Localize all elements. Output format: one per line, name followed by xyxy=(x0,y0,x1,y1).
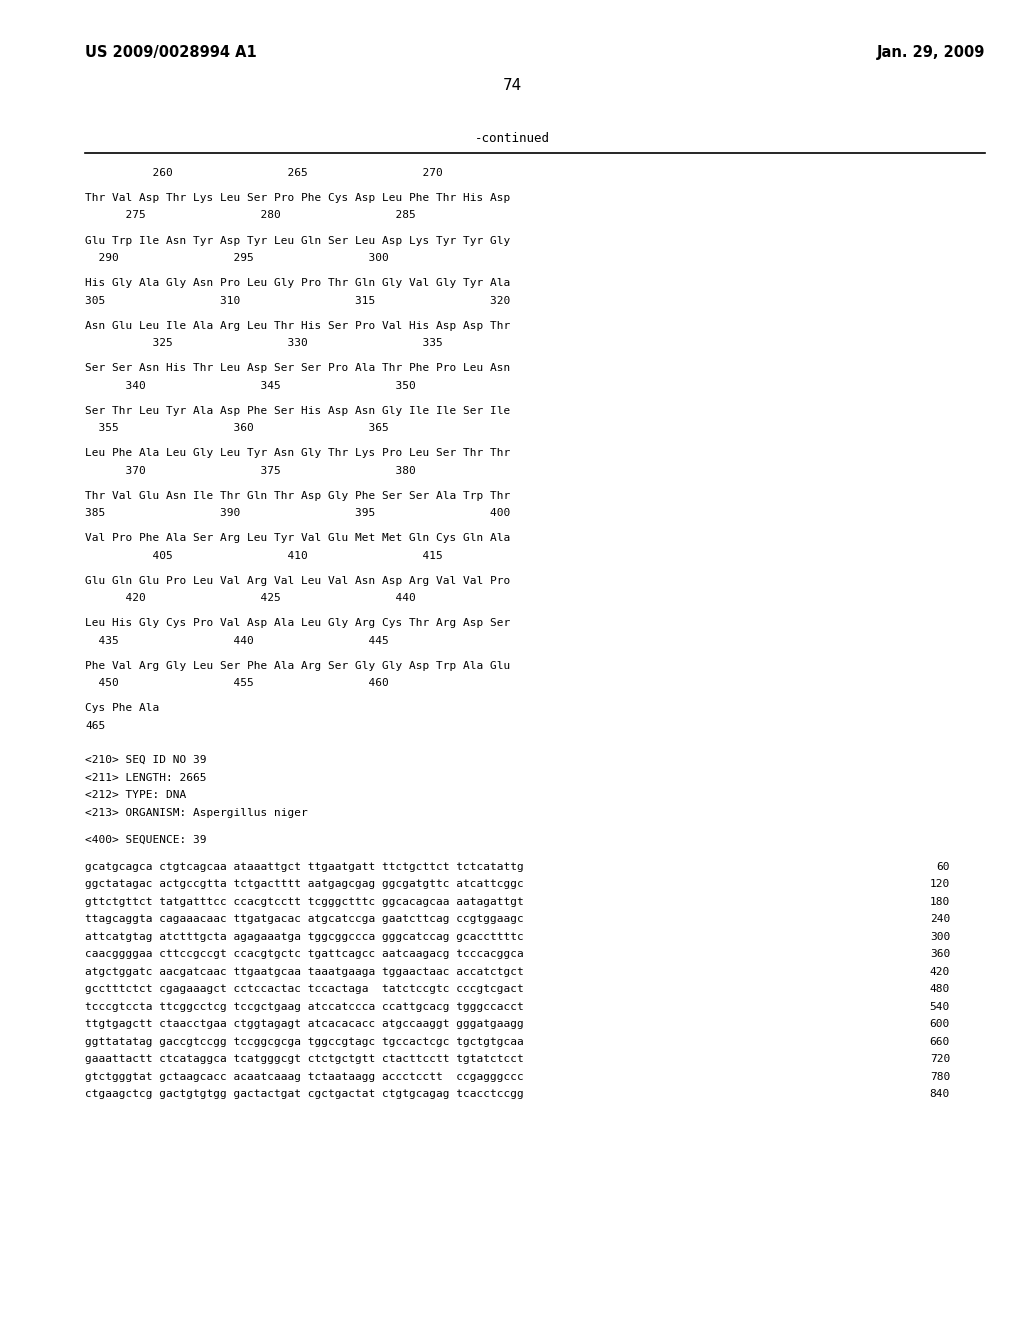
Text: 240: 240 xyxy=(930,913,950,924)
Text: Leu Phe Ala Leu Gly Leu Tyr Asn Gly Thr Lys Pro Leu Ser Thr Thr: Leu Phe Ala Leu Gly Leu Tyr Asn Gly Thr … xyxy=(85,447,510,458)
Text: 480: 480 xyxy=(930,983,950,994)
Text: Jan. 29, 2009: Jan. 29, 2009 xyxy=(877,45,985,59)
Text: gcctttctct cgagaaagct cctccactac tccactaga  tatctccgtc cccgtcgact: gcctttctct cgagaaagct cctccactac tccacta… xyxy=(85,983,523,994)
Text: ggctatagac actgccgtta tctgactttt aatgagcgag ggcgatgttc atcattcggc: ggctatagac actgccgtta tctgactttt aatgagc… xyxy=(85,879,523,888)
Text: 840: 840 xyxy=(930,1089,950,1100)
Text: 260                 265                 270: 260 265 270 xyxy=(85,168,442,178)
Text: 405                 410                 415: 405 410 415 xyxy=(85,550,442,561)
Text: caacggggaa cttccgccgt ccacgtgctc tgattcagcc aatcaagacg tcccacggca: caacggggaa cttccgccgt ccacgtgctc tgattca… xyxy=(85,949,523,960)
Text: 450                 455                 460: 450 455 460 xyxy=(85,678,389,688)
Text: 385                 390                 395                 400: 385 390 395 400 xyxy=(85,508,510,517)
Text: Glu Trp Ile Asn Tyr Asp Tyr Leu Gln Ser Leu Asp Lys Tyr Tyr Gly: Glu Trp Ile Asn Tyr Asp Tyr Leu Gln Ser … xyxy=(85,235,510,246)
Text: 355                 360                 365: 355 360 365 xyxy=(85,422,389,433)
Text: 60: 60 xyxy=(937,862,950,871)
Text: gtctgggtat gctaagcacc acaatcaaag tctaataagg accctcctt  ccgagggccc: gtctgggtat gctaagcacc acaatcaaag tctaata… xyxy=(85,1072,523,1081)
Text: Ser Thr Leu Tyr Ala Asp Phe Ser His Asp Asn Gly Ile Ile Ser Ile: Ser Thr Leu Tyr Ala Asp Phe Ser His Asp … xyxy=(85,405,510,416)
Text: 290                 295                 300: 290 295 300 xyxy=(85,253,389,263)
Text: Val Pro Phe Ala Ser Arg Leu Tyr Val Glu Met Met Gln Cys Gln Ala: Val Pro Phe Ala Ser Arg Leu Tyr Val Glu … xyxy=(85,533,510,543)
Text: 660: 660 xyxy=(930,1036,950,1047)
Text: <400> SEQUENCE: 39: <400> SEQUENCE: 39 xyxy=(85,834,207,845)
Text: gttctgttct tatgatttcc ccacgtcctt tcgggctttc ggcacagcaa aatagattgt: gttctgttct tatgatttcc ccacgtcctt tcgggct… xyxy=(85,896,523,907)
Text: Thr Val Asp Thr Lys Leu Ser Pro Phe Cys Asp Leu Phe Thr His Asp: Thr Val Asp Thr Lys Leu Ser Pro Phe Cys … xyxy=(85,193,510,203)
Text: 420: 420 xyxy=(930,966,950,977)
Text: 275                 280                 285: 275 280 285 xyxy=(85,210,416,220)
Text: <212> TYPE: DNA: <212> TYPE: DNA xyxy=(85,789,186,800)
Text: 305                 310                 315                 320: 305 310 315 320 xyxy=(85,296,510,305)
Text: ggttatatag gaccgtccgg tccggcgcga tggccgtagc tgccactcgc tgctgtgcaa: ggttatatag gaccgtccgg tccggcgcga tggccgt… xyxy=(85,1036,523,1047)
Text: US 2009/0028994 A1: US 2009/0028994 A1 xyxy=(85,45,257,59)
Text: gaaattactt ctcataggca tcatgggcgt ctctgctgtt ctacttcctt tgtatctcct: gaaattactt ctcataggca tcatgggcgt ctctgct… xyxy=(85,1053,523,1064)
Text: ttgtgagctt ctaacctgaa ctggtagagt atcacacacc atgccaaggt gggatgaagg: ttgtgagctt ctaacctgaa ctggtagagt atcacac… xyxy=(85,1019,523,1030)
Text: 720: 720 xyxy=(930,1053,950,1064)
Text: Phe Val Arg Gly Leu Ser Phe Ala Arg Ser Gly Gly Asp Trp Ala Glu: Phe Val Arg Gly Leu Ser Phe Ala Arg Ser … xyxy=(85,660,510,671)
Text: 360: 360 xyxy=(930,949,950,960)
Text: tcccgtccta ttcggcctcg tccgctgaag atccatccca ccattgcacg tgggccacct: tcccgtccta ttcggcctcg tccgctgaag atccatc… xyxy=(85,1002,523,1011)
Text: 435                 440                 445: 435 440 445 xyxy=(85,635,389,645)
Text: Thr Val Glu Asn Ile Thr Gln Thr Asp Gly Phe Ser Ser Ala Trp Thr: Thr Val Glu Asn Ile Thr Gln Thr Asp Gly … xyxy=(85,491,510,500)
Text: ctgaagctcg gactgtgtgg gactactgat cgctgactat ctgtgcagag tcacctccgg: ctgaagctcg gactgtgtgg gactactgat cgctgac… xyxy=(85,1089,523,1100)
Text: 370                 375                 380: 370 375 380 xyxy=(85,466,416,475)
Text: 465: 465 xyxy=(85,721,105,730)
Text: <211> LENGTH: 2665: <211> LENGTH: 2665 xyxy=(85,772,207,783)
Text: Cys Phe Ala: Cys Phe Ala xyxy=(85,704,160,713)
Text: gcatgcagca ctgtcagcaa ataaattgct ttgaatgatt ttctgcttct tctcatattg: gcatgcagca ctgtcagcaa ataaattgct ttgaatg… xyxy=(85,862,523,871)
Text: <213> ORGANISM: Aspergillus niger: <213> ORGANISM: Aspergillus niger xyxy=(85,808,308,817)
Text: 780: 780 xyxy=(930,1072,950,1081)
Text: 180: 180 xyxy=(930,896,950,907)
Text: 600: 600 xyxy=(930,1019,950,1030)
Text: 300: 300 xyxy=(930,932,950,941)
Text: His Gly Ala Gly Asn Pro Leu Gly Pro Thr Gln Gly Val Gly Tyr Ala: His Gly Ala Gly Asn Pro Leu Gly Pro Thr … xyxy=(85,279,510,288)
Text: Asn Glu Leu Ile Ala Arg Leu Thr His Ser Pro Val His Asp Asp Thr: Asn Glu Leu Ile Ala Arg Leu Thr His Ser … xyxy=(85,321,510,330)
Text: attcatgtag atctttgcta agagaaatga tggcggccca gggcatccag gcaccttttc: attcatgtag atctttgcta agagaaatga tggcggc… xyxy=(85,932,523,941)
Text: Glu Gln Glu Pro Leu Val Arg Val Leu Val Asn Asp Arg Val Val Pro: Glu Gln Glu Pro Leu Val Arg Val Leu Val … xyxy=(85,576,510,586)
Text: -continued: -continued xyxy=(474,132,550,145)
Text: Leu His Gly Cys Pro Val Asp Ala Leu Gly Arg Cys Thr Arg Asp Ser: Leu His Gly Cys Pro Val Asp Ala Leu Gly … xyxy=(85,618,510,628)
Text: 325                 330                 335: 325 330 335 xyxy=(85,338,442,348)
Text: 74: 74 xyxy=(503,78,521,92)
Text: 540: 540 xyxy=(930,1002,950,1011)
Text: atgctggatc aacgatcaac ttgaatgcaa taaatgaaga tggaactaac accatctgct: atgctggatc aacgatcaac ttgaatgcaa taaatga… xyxy=(85,966,523,977)
Text: 340                 345                 350: 340 345 350 xyxy=(85,380,416,391)
Text: Ser Ser Asn His Thr Leu Asp Ser Ser Pro Ala Thr Phe Pro Leu Asn: Ser Ser Asn His Thr Leu Asp Ser Ser Pro … xyxy=(85,363,510,374)
Text: 120: 120 xyxy=(930,879,950,888)
Text: ttagcaggta cagaaacaac ttgatgacac atgcatccga gaatcttcag ccgtggaagc: ttagcaggta cagaaacaac ttgatgacac atgcatc… xyxy=(85,913,523,924)
Text: <210> SEQ ID NO 39: <210> SEQ ID NO 39 xyxy=(85,755,207,766)
Text: 420                 425                 440: 420 425 440 xyxy=(85,593,416,603)
